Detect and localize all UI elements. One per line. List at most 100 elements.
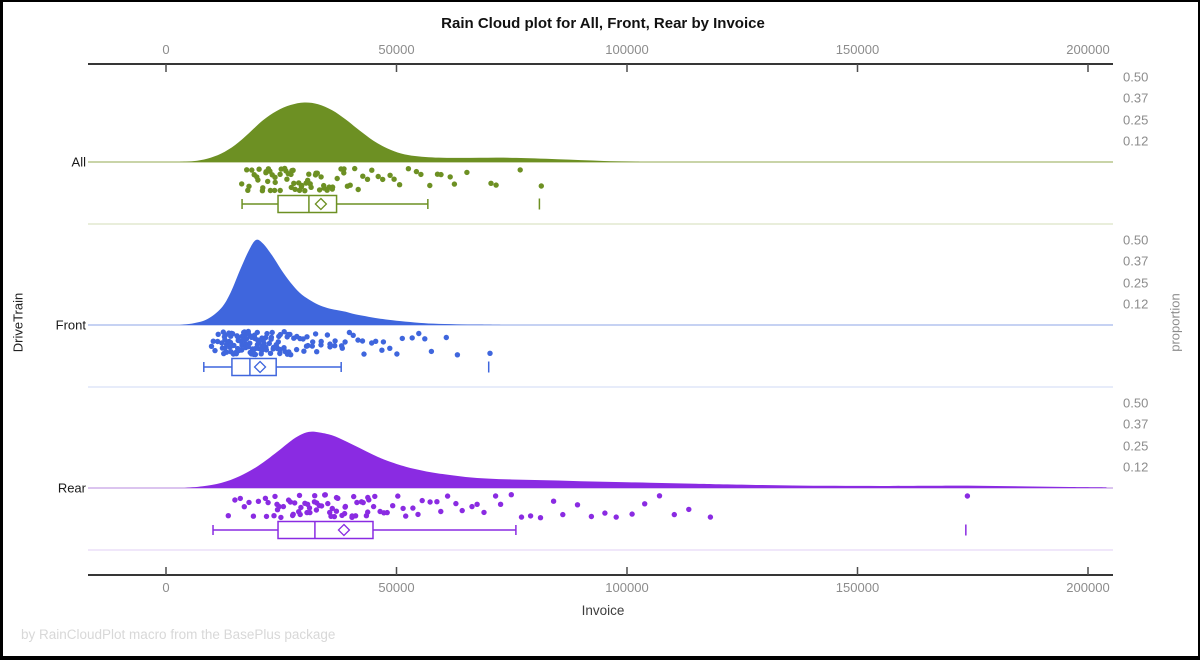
rain-point-all <box>303 180 309 186</box>
proportion-tick-label: 0.50 <box>1123 69 1149 85</box>
rain-point-front <box>252 335 258 342</box>
category-label-all: All <box>71 154 86 170</box>
rain-point-rear <box>278 514 284 521</box>
rain-point-front <box>454 352 461 358</box>
rain-point-front <box>332 338 338 344</box>
rain-point-all <box>244 167 250 173</box>
rain-point-rear <box>453 500 459 507</box>
rain-point-front <box>267 350 274 356</box>
rain-point-rear <box>292 500 298 506</box>
rain-point-rear <box>358 499 365 505</box>
rain-point-all <box>272 179 278 186</box>
box-rear <box>277 520 374 540</box>
rain-point-front <box>339 345 345 351</box>
rain-point-rear <box>304 509 310 516</box>
rain-point-rear <box>342 503 349 510</box>
rain-point-front <box>394 351 400 357</box>
proportion-tick-label: 0.12 <box>1123 133 1149 149</box>
rain-point-front <box>409 335 415 341</box>
bottom-axis-tick-label: 50000 <box>378 580 415 595</box>
rain-point-all <box>447 174 453 180</box>
rain-point-front <box>293 346 300 353</box>
rain-point-rear <box>427 499 433 505</box>
rain-point-rear <box>372 493 378 500</box>
rain-point-rear <box>390 503 396 509</box>
proportion-tick-label: 0.25 <box>1123 112 1149 127</box>
rain-point-all <box>375 173 381 180</box>
rain-point-front <box>240 337 247 343</box>
rain-point-rear <box>290 511 296 517</box>
rain-point-rear <box>329 505 335 512</box>
rain-point-rear <box>325 500 331 507</box>
rain-point-all <box>369 167 375 173</box>
rain-point-rear <box>459 507 465 514</box>
rain-point-all <box>329 186 335 192</box>
rain-point-front <box>210 338 216 344</box>
rain-point-all <box>334 175 340 182</box>
rain-point-all <box>246 183 252 189</box>
rain-point-rear <box>322 492 328 498</box>
rain-point-rear <box>469 503 475 510</box>
chart-title: Rain Cloud plot for All, Front, Rear by … <box>441 15 765 32</box>
proportion-tick-label: 0.12 <box>1123 296 1149 312</box>
rain-point-front <box>399 335 405 342</box>
rain-point-rear <box>354 499 360 506</box>
rain-point-rear <box>444 493 451 499</box>
rain-point-rear <box>225 513 231 519</box>
rain-point-rear <box>365 509 371 515</box>
rain-point-front <box>261 342 267 348</box>
rain-point-front <box>288 352 294 358</box>
rain-point-front <box>221 334 228 340</box>
density-front <box>179 239 503 325</box>
rain-point-front <box>342 339 348 345</box>
rain-point-rear <box>311 499 318 505</box>
rain-point-all <box>347 182 353 188</box>
rain-point-front <box>268 334 275 340</box>
rain-point-all <box>352 165 358 172</box>
rain-point-all <box>271 187 278 194</box>
rain-point-front <box>263 347 270 353</box>
rain-point-front <box>416 330 422 337</box>
rain-point-front <box>236 347 242 354</box>
proportion-tick-label: 0.25 <box>1123 275 1149 290</box>
rain-point-rear <box>492 493 499 499</box>
rain-point-front <box>258 351 264 357</box>
rain-point-rear <box>328 513 334 519</box>
rain-point-rear <box>671 511 677 518</box>
rain-point-rear <box>263 513 270 520</box>
rain-point-all <box>387 172 393 178</box>
mean-diamond-front <box>253 360 267 374</box>
rain-point-rear <box>280 503 287 510</box>
rain-point-front <box>304 334 310 340</box>
rain-point-rear <box>410 505 416 511</box>
rain-point-front <box>212 347 218 354</box>
rain-point-front <box>208 343 215 349</box>
rain-point-rear <box>395 493 401 499</box>
rain-point-all <box>538 183 544 189</box>
rain-point-rear <box>255 498 262 504</box>
rain-point-front <box>332 343 338 349</box>
rain-point-rear <box>250 513 257 519</box>
rain-point-rear <box>527 513 534 519</box>
rain-point-all <box>299 182 305 189</box>
rain-point-front <box>277 346 283 353</box>
rain-point-all <box>360 173 366 179</box>
rain-point-front <box>247 340 253 346</box>
rain-point-front <box>309 343 315 349</box>
rain-point-rear <box>550 498 557 504</box>
rain-point-all <box>239 181 245 187</box>
rain-point-front <box>350 332 356 338</box>
rain-point-rear <box>271 513 277 519</box>
box-all <box>277 194 338 214</box>
rain-point-rear <box>265 499 271 506</box>
rain-point-front <box>272 345 279 351</box>
rain-point-all <box>267 187 274 194</box>
rain-point-rear <box>241 504 247 510</box>
x-axis-label: Invoice <box>581 603 625 618</box>
rain-point-all <box>259 188 266 194</box>
rain-point-rear <box>686 506 692 513</box>
rain-point-front <box>235 337 241 344</box>
rain-point-front <box>214 338 221 345</box>
rain-point-front <box>324 332 331 338</box>
rain-point-all <box>488 180 494 186</box>
